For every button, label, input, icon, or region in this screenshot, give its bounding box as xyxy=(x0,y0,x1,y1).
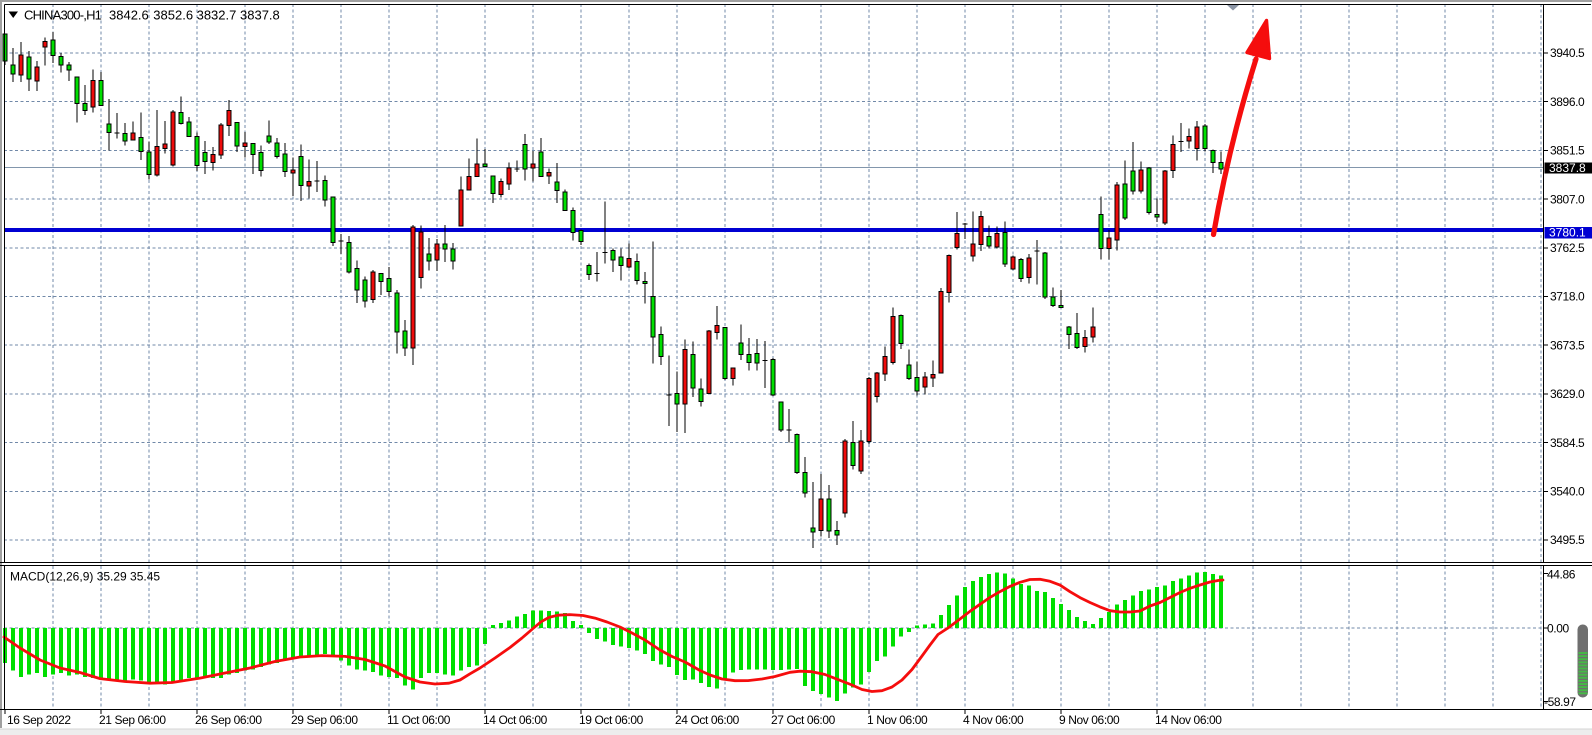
svg-text:3762.5: 3762.5 xyxy=(1550,241,1585,255)
svg-text:4 Nov 06:00: 4 Nov 06:00 xyxy=(963,713,1024,727)
svg-text:44.86: 44.86 xyxy=(1547,567,1576,581)
svg-text:3780.1: 3780.1 xyxy=(1549,226,1586,240)
svg-text:3673.5: 3673.5 xyxy=(1550,338,1585,352)
svg-text:26 Sep 06:00: 26 Sep 06:00 xyxy=(195,713,262,727)
svg-text:MACD(12,26,9) 35.29 35.45: MACD(12,26,9) 35.29 35.45 xyxy=(10,570,160,584)
svg-text:19 Oct 06:00: 19 Oct 06:00 xyxy=(579,713,644,727)
svg-text:3896.0: 3896.0 xyxy=(1550,95,1585,109)
svg-text:3718.0: 3718.0 xyxy=(1550,290,1585,304)
svg-text:3842.6: 3842.6 xyxy=(109,8,149,23)
svg-text:CHINA300-,H1: CHINA300-,H1 xyxy=(24,8,102,23)
svg-text:3837.8: 3837.8 xyxy=(1549,161,1586,175)
svg-text:3540.0: 3540.0 xyxy=(1550,485,1585,499)
svg-text:21 Sep 06:00: 21 Sep 06:00 xyxy=(99,713,166,727)
svg-text:-58.97: -58.97 xyxy=(1544,695,1576,709)
svg-text:3832.7: 3832.7 xyxy=(197,8,237,23)
svg-text:3837.8: 3837.8 xyxy=(240,8,280,23)
svg-text:0.00: 0.00 xyxy=(1547,622,1569,636)
svg-text:11 Oct 06:00: 11 Oct 06:00 xyxy=(387,713,451,727)
svg-text:1 Nov 06:00: 1 Nov 06:00 xyxy=(867,713,928,727)
svg-text:14 Oct 06:00: 14 Oct 06:00 xyxy=(483,713,548,727)
svg-text:14 Nov 06:00: 14 Nov 06:00 xyxy=(1155,713,1222,727)
svg-text:9 Nov 06:00: 9 Nov 06:00 xyxy=(1059,713,1120,727)
svg-text:16 Sep 2022: 16 Sep 2022 xyxy=(7,713,71,727)
svg-text:3940.5: 3940.5 xyxy=(1550,46,1585,60)
svg-text:27 Oct 06:00: 27 Oct 06:00 xyxy=(771,713,836,727)
svg-text:24 Oct 06:00: 24 Oct 06:00 xyxy=(675,713,740,727)
svg-text:3584.5: 3584.5 xyxy=(1550,436,1585,450)
svg-text:3495.5: 3495.5 xyxy=(1550,533,1585,547)
svg-text:3852.6: 3852.6 xyxy=(153,8,193,23)
svg-text:3851.5: 3851.5 xyxy=(1550,144,1585,158)
svg-text:3629.0: 3629.0 xyxy=(1550,387,1585,401)
svg-text:29 Sep 06:00: 29 Sep 06:00 xyxy=(291,713,358,727)
svg-text:3807.0: 3807.0 xyxy=(1550,192,1585,206)
